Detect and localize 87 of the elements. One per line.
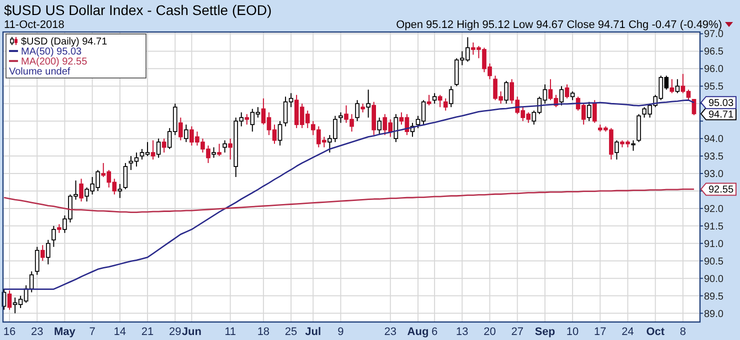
- candlestick: [675, 78, 680, 94]
- candlestick: [217, 143, 222, 157]
- legend-label: MA(200) 92.55: [21, 56, 88, 68]
- y-tick-label: 94.0: [704, 134, 724, 146]
- y-tick-label: 90.5: [704, 256, 724, 268]
- x-tick-label: 21: [141, 326, 154, 338]
- candlestick: [46, 239, 50, 265]
- x-tick-label: 25: [284, 326, 298, 338]
- y-tick-label: 91.5: [704, 221, 724, 232]
- y-tick-label: 92.0: [704, 204, 724, 215]
- candlestick: [670, 78, 674, 94]
- y-tick-label: 90.0: [704, 274, 724, 285]
- chart-subtitle: 11-Oct-2018: [4, 19, 64, 31]
- candlestick: [586, 101, 592, 122]
- text: 94.71: [708, 109, 734, 120]
- candlestick: [34, 246, 40, 276]
- candlestick: [438, 94, 442, 108]
- candlestick: [150, 140, 156, 160]
- candlestick: [592, 100, 597, 124]
- x-tick-label: 23: [30, 326, 44, 338]
- candlestick: [443, 98, 448, 112]
- x-tick-label: 17: [594, 326, 606, 338]
- x-tick-label: 24: [622, 326, 634, 338]
- x-tick-label: 8: [680, 326, 686, 338]
- annotation: Volume undef: [9, 66, 70, 78]
- y-tick-label: 93.0: [704, 169, 724, 180]
- candlestick: [614, 140, 619, 160]
- x-tick-label: Aug: [407, 326, 429, 338]
- candlestick: [377, 117, 382, 136]
- candlestick: [178, 117, 183, 141]
- y-tick-label: 93.5: [704, 152, 724, 163]
- y-tick-label: 89.5: [704, 291, 724, 302]
- candlestick: [184, 124, 188, 143]
- candlestick: [79, 178, 84, 202]
- y-tick-label: 96.5: [704, 46, 724, 58]
- candlestick: [123, 162, 128, 190]
- candlestick: [52, 225, 56, 248]
- x-tick-label: 27: [511, 326, 524, 338]
- candlestick: [29, 270, 34, 293]
- legend-label: $USD (Daily) 94.71: [21, 36, 108, 48]
- x-tick-label: 20: [484, 326, 496, 338]
- chart-title: $USD US Dollar Index - Cash Settle (EOD): [4, 2, 272, 18]
- x-tick-label: 6: [431, 326, 438, 338]
- candlestick: [355, 100, 360, 122]
- x-tick-label: 23: [384, 326, 397, 338]
- legend-label: MA(50) 95.03: [21, 46, 82, 58]
- y-tick-label: 95.5: [704, 82, 724, 93]
- candlestick: [564, 84, 570, 99]
- candlestick: [244, 114, 250, 126]
- x-tick-label: 13: [456, 326, 468, 338]
- candlestick: [559, 86, 564, 106]
- candlestick: [156, 138, 161, 158]
- candlestick: [278, 120, 282, 146]
- x-tick-label: 14: [114, 326, 126, 338]
- text: Open 95.12 High 95.12 Low 94.67 Close 94.71 Chg -0.47 (-0.49%): [396, 19, 722, 31]
- candlestick: [40, 244, 45, 262]
- y-tick-label: 97.0: [704, 29, 724, 40]
- x-tick-label: 16: [3, 326, 16, 338]
- x-tick-label: Jun: [182, 326, 202, 338]
- y-tick-label: 96.0: [704, 64, 724, 76]
- x-tick-label: 7: [89, 326, 96, 338]
- data-label: 95.03: [708, 98, 734, 110]
- candlestick: [504, 80, 508, 104]
- x-tick-label: Sep: [534, 326, 556, 338]
- x-tick-label: May: [54, 326, 76, 338]
- candlestick: [432, 92, 437, 104]
- y-tick-label: 91.0: [704, 238, 724, 250]
- x-tick-label: Oct: [646, 326, 665, 338]
- x-tick-label: 18: [257, 326, 270, 338]
- x-tick-label: 29: [168, 326, 182, 338]
- y-tick-label: 89.0: [704, 308, 724, 320]
- candlestick: [448, 86, 454, 108]
- candlestick: [222, 140, 227, 154]
- x-tick-label: 10: [566, 326, 579, 338]
- candlestick: [338, 112, 343, 124]
- x-tick-label: Jul: [305, 326, 322, 338]
- candlestick: [118, 183, 122, 198]
- candlestick: [162, 138, 166, 154]
- candlestick: [7, 290, 12, 310]
- x-tick-label: 11: [224, 326, 236, 338]
- candlestick: [366, 89, 370, 118]
- data-label: 92.55: [708, 184, 734, 196]
- candlestick: [228, 138, 232, 160]
- x-tick-label: 9: [338, 326, 344, 338]
- candlestick: [631, 140, 636, 152]
- candlestick: [212, 146, 216, 158]
- candlestick: [426, 94, 432, 106]
